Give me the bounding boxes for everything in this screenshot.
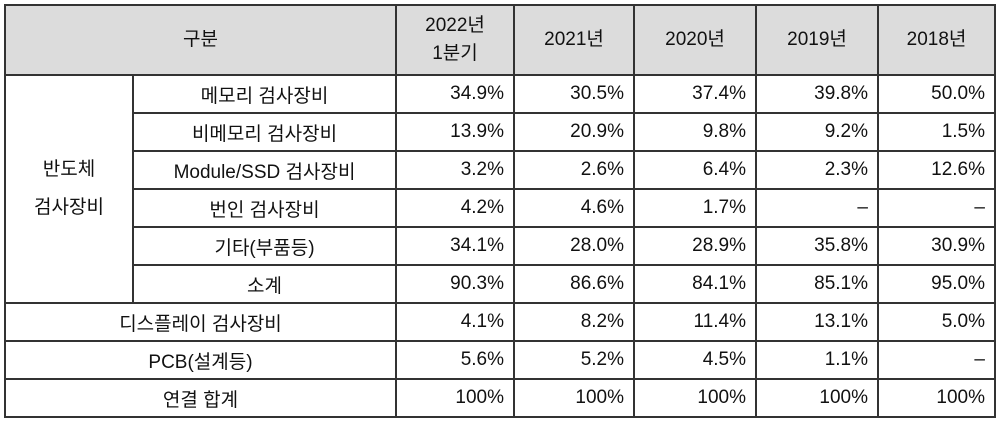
value-cell: 8.2%: [513, 302, 635, 342]
row-label: 메모리 검사장비: [132, 74, 397, 114]
value-cell: 34.9%: [395, 74, 515, 114]
value-cell: 100%: [877, 378, 996, 418]
value-cell: –: [755, 188, 879, 228]
value-cell: 2.3%: [755, 150, 879, 190]
value-cell: 4.6%: [513, 188, 635, 228]
row-label: 연결 합계: [4, 378, 397, 418]
value-cell: 1.7%: [633, 188, 757, 228]
header-2022q1: 2022년 1분기: [395, 4, 515, 76]
value-cell: 1.5%: [877, 112, 996, 152]
row-label: 기타(부품등): [132, 226, 397, 266]
value-cell: 5.0%: [877, 302, 996, 342]
value-cell: 9.8%: [633, 112, 757, 152]
table-row-total: 연결 합계 100% 100% 100% 100% 100%: [4, 378, 996, 418]
table-row-pcb: PCB(설계등) 5.6% 5.2% 4.5% 1.1% –: [4, 340, 996, 380]
value-cell: 35.8%: [755, 226, 879, 266]
value-cell: –: [877, 188, 996, 228]
value-cell: 2.6%: [513, 150, 635, 190]
value-cell: 100%: [513, 378, 635, 418]
value-cell: 5.6%: [395, 340, 515, 380]
value-cell: 6.4%: [633, 150, 757, 190]
value-cell: 100%: [633, 378, 757, 418]
value-cell: 85.1%: [755, 264, 879, 304]
table-row-memory: 반도체 검사장비 메모리 검사장비 34.9% 30.5% 37.4% 39.8…: [4, 74, 996, 304]
value-cell: 3.2%: [395, 150, 515, 190]
value-cell: 13.1%: [755, 302, 879, 342]
table-row-subtotal: 소계 90.3% 86.6% 84.1% 85.1% 95.0%: [5, 264, 996, 304]
value-cell: –: [877, 340, 996, 380]
row-label: PCB(설계등): [4, 340, 397, 380]
value-cell: 13.9%: [395, 112, 515, 152]
value-cell: 4.5%: [633, 340, 757, 380]
header-category: 구분: [4, 4, 397, 76]
value-cell: 20.9%: [513, 112, 635, 152]
value-cell: 4.2%: [395, 188, 515, 228]
table-row-display: 디스플레이 검사장비 4.1% 8.2% 11.4% 13.1% 5.0%: [4, 302, 996, 342]
table-row-burnin: 번인 검사장비 4.2% 4.6% 1.7% – –: [5, 188, 996, 228]
value-cell: 100%: [395, 378, 515, 418]
row-label: 번인 검사장비: [132, 188, 397, 228]
value-cell: 1.1%: [755, 340, 879, 380]
table-row-module-ssd: Module/SSD 검사장비 3.2% 2.6% 6.4% 2.3% 12.6…: [5, 150, 996, 190]
value-cell: 86.6%: [513, 264, 635, 304]
value-cell: 34.1%: [395, 226, 515, 266]
row-label: 소계: [132, 264, 397, 304]
header-2019: 2019년: [755, 4, 879, 76]
value-cell: 28.9%: [633, 226, 757, 266]
table-row-nonmemory: 비메모리 검사장비 13.9% 20.9% 9.8% 9.2% 1.5%: [5, 112, 996, 152]
group-label-semiconductor: 반도체 검사장비: [4, 74, 134, 304]
row-label: Module/SSD 검사장비: [132, 150, 397, 190]
value-cell: 5.2%: [513, 340, 635, 380]
header-2018: 2018년: [877, 4, 996, 76]
value-cell: 39.8%: [755, 74, 879, 114]
value-cell: 9.2%: [755, 112, 879, 152]
header-row: 구분 2022년 1분기 2021년 2020년 2019년 2018년: [4, 4, 996, 76]
table-row-etc: 기타(부품등) 34.1% 28.0% 28.9% 35.8% 30.9%: [5, 226, 996, 266]
revenue-share-table: 구분 2022년 1분기 2021년 2020년 2019년 2018년 반도체…: [4, 4, 996, 418]
value-cell: 28.0%: [513, 226, 635, 266]
value-cell: 30.9%: [877, 226, 996, 266]
header-2020: 2020년: [633, 4, 757, 76]
value-cell: 90.3%: [395, 264, 515, 304]
row-label: 디스플레이 검사장비: [4, 302, 397, 342]
value-cell: 100%: [755, 378, 879, 418]
value-cell: 12.6%: [877, 150, 996, 190]
value-cell: 50.0%: [877, 74, 996, 114]
value-cell: 95.0%: [877, 264, 996, 304]
value-cell: 30.5%: [513, 74, 635, 114]
value-cell: 37.4%: [633, 74, 757, 114]
row-label: 비메모리 검사장비: [132, 112, 397, 152]
value-cell: 4.1%: [395, 302, 515, 342]
value-cell: 84.1%: [633, 264, 757, 304]
header-2021: 2021년: [513, 4, 635, 76]
value-cell: 11.4%: [633, 302, 757, 342]
